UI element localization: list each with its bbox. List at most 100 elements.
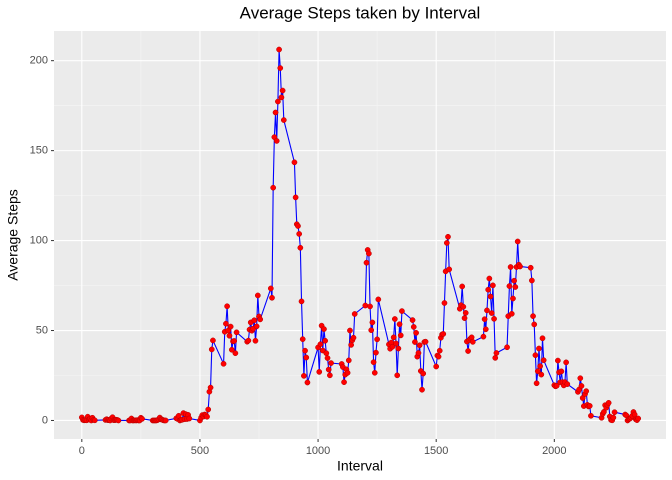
point: [277, 65, 284, 71]
point: [586, 403, 593, 409]
point: [232, 350, 239, 357]
point: [303, 354, 310, 361]
point: [486, 275, 493, 282]
point: [226, 332, 233, 339]
point: [228, 346, 235, 353]
point: [530, 313, 536, 319]
point: [233, 329, 240, 336]
y-tick-label: 50: [36, 324, 48, 336]
point: [224, 303, 230, 310]
point: [484, 307, 490, 314]
point: [363, 259, 370, 266]
point: [321, 326, 327, 332]
point: [273, 138, 280, 144]
point: [419, 386, 425, 393]
point: [481, 316, 488, 323]
point: [251, 317, 258, 324]
point: [162, 417, 169, 424]
point: [416, 342, 423, 349]
point: [492, 355, 499, 361]
y-tick-label: 200: [30, 55, 48, 67]
point: [91, 417, 98, 424]
point: [373, 349, 379, 356]
point: [490, 282, 496, 289]
point: [227, 323, 234, 330]
x-tick-label: 2000: [542, 445, 566, 457]
point: [531, 321, 538, 328]
point: [460, 303, 467, 310]
point: [351, 311, 358, 317]
point: [375, 296, 382, 303]
point: [410, 324, 417, 330]
point: [371, 369, 378, 376]
point: [350, 334, 357, 341]
point: [487, 293, 494, 300]
point: [252, 337, 259, 344]
point: [399, 308, 405, 314]
point: [267, 285, 274, 292]
point: [493, 350, 500, 356]
point: [296, 231, 303, 237]
point: [436, 347, 443, 354]
point: [540, 357, 547, 364]
point: [517, 263, 523, 270]
point: [555, 357, 561, 364]
point: [389, 343, 396, 350]
point: [345, 357, 352, 364]
point: [420, 370, 427, 377]
point: [507, 264, 514, 270]
point: [563, 359, 569, 366]
point: [391, 316, 398, 322]
point: [208, 346, 215, 353]
point: [297, 244, 304, 251]
point: [207, 384, 214, 391]
point: [344, 369, 351, 376]
point: [299, 336, 306, 343]
point: [611, 409, 618, 416]
point: [327, 372, 333, 379]
point: [324, 355, 331, 361]
point: [295, 223, 301, 229]
point: [369, 319, 376, 326]
point: [435, 353, 442, 360]
point: [347, 327, 353, 334]
point: [491, 315, 497, 322]
point: [220, 360, 227, 367]
point: [368, 327, 375, 334]
point: [583, 388, 590, 394]
point: [536, 345, 542, 352]
point: [317, 341, 324, 348]
point: [322, 337, 329, 344]
point: [577, 375, 584, 382]
point: [139, 416, 145, 422]
point: [558, 368, 565, 375]
point: [488, 310, 495, 316]
point: [443, 240, 450, 246]
point: [269, 294, 275, 301]
point: [280, 117, 287, 123]
point: [301, 373, 307, 379]
point: [433, 363, 440, 370]
y-tick-label: 150: [30, 145, 48, 157]
point: [397, 332, 404, 339]
point: [245, 337, 252, 344]
point: [459, 283, 466, 290]
panel: [54, 31, 666, 439]
point: [390, 334, 397, 341]
point: [440, 331, 447, 337]
point: [485, 286, 492, 293]
point: [253, 323, 260, 330]
point: [374, 336, 380, 343]
point: [304, 379, 311, 386]
point: [231, 338, 238, 344]
point: [395, 345, 402, 352]
point: [510, 295, 516, 302]
point: [413, 330, 419, 336]
point: [514, 238, 521, 245]
x-tick-label: 1500: [424, 445, 448, 457]
point: [370, 359, 377, 366]
x-axis-label: Interval: [337, 458, 383, 474]
point: [533, 380, 540, 387]
point: [366, 250, 372, 257]
